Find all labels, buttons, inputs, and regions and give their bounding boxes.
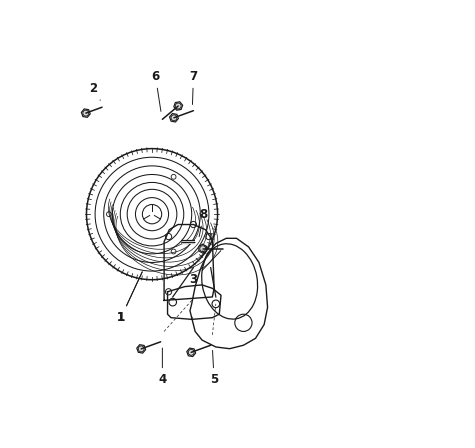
Text: 8: 8 bbox=[199, 208, 208, 237]
Text: 5: 5 bbox=[210, 350, 218, 386]
Polygon shape bbox=[187, 348, 196, 357]
Text: 3: 3 bbox=[190, 251, 221, 286]
Text: 6: 6 bbox=[152, 70, 161, 112]
Text: 4: 4 bbox=[158, 348, 167, 386]
Text: 1: 1 bbox=[117, 272, 142, 324]
Polygon shape bbox=[170, 113, 179, 122]
Text: 2: 2 bbox=[89, 82, 100, 100]
Polygon shape bbox=[174, 102, 183, 110]
Text: 7: 7 bbox=[190, 70, 198, 104]
Polygon shape bbox=[81, 109, 90, 117]
Polygon shape bbox=[199, 244, 207, 253]
Text: 1: 1 bbox=[117, 272, 142, 324]
Polygon shape bbox=[137, 345, 146, 353]
